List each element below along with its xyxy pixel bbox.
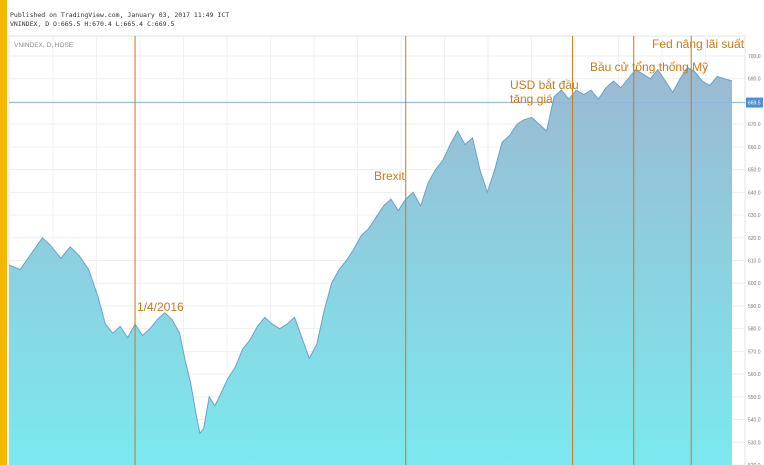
annotation-label: USD bắt đầu xyxy=(510,77,579,92)
y-tick-label: 520.0 xyxy=(748,463,761,465)
y-tick-label: 590.0 xyxy=(748,304,761,310)
chart-header: Published on TradingView.com, January 03… xyxy=(10,11,229,29)
y-tick-label: 600.0 xyxy=(748,281,761,287)
series-line xyxy=(8,66,733,435)
annotation-label: Bầu cử tổng thống Mỹ xyxy=(590,60,708,74)
y-tick-label: 660.0 xyxy=(748,145,761,151)
y-tick-label: 580.0 xyxy=(748,327,761,333)
y-tick-label: 620.0 xyxy=(748,236,761,242)
symbol-label: VNINDEX, D, HOSE xyxy=(14,42,74,49)
y-tick-label: 640.0 xyxy=(748,190,761,196)
annotation-label: 1/4/2016 xyxy=(137,300,184,314)
y-tick-label: 550.0 xyxy=(748,395,761,401)
ohlc-line: VNINDEX, D O:665.5 H:670.4 L:665.4 C:669… xyxy=(10,20,175,28)
accent-bar xyxy=(0,0,7,465)
annotation-label: Brexit xyxy=(374,169,405,183)
y-tick-label: 690.0 xyxy=(748,77,761,83)
y-tick-label: 540.0 xyxy=(748,418,761,424)
published-line: Published on TradingView.com, January 03… xyxy=(10,11,230,19)
plot-border xyxy=(8,35,746,465)
y-tick-label: 610.0 xyxy=(748,259,761,265)
y-tick-label: 530.0 xyxy=(748,440,761,446)
annotation-label: tăng giá xyxy=(510,92,553,106)
last-price-badge xyxy=(746,97,763,108)
y-tick-label: 650.0 xyxy=(748,168,761,174)
y-tick-label: 630.0 xyxy=(748,213,761,219)
y-tick-label: 570.0 xyxy=(748,349,761,355)
area-fill xyxy=(9,67,732,465)
last-price-label: 669.5 xyxy=(748,101,761,107)
y-tick-label: 670.0 xyxy=(748,122,761,128)
y-tick-label: 560.0 xyxy=(748,372,761,378)
annotation-label: Fed nâng lãi suất xyxy=(652,37,745,51)
y-tick-label: 700.0 xyxy=(748,54,761,60)
